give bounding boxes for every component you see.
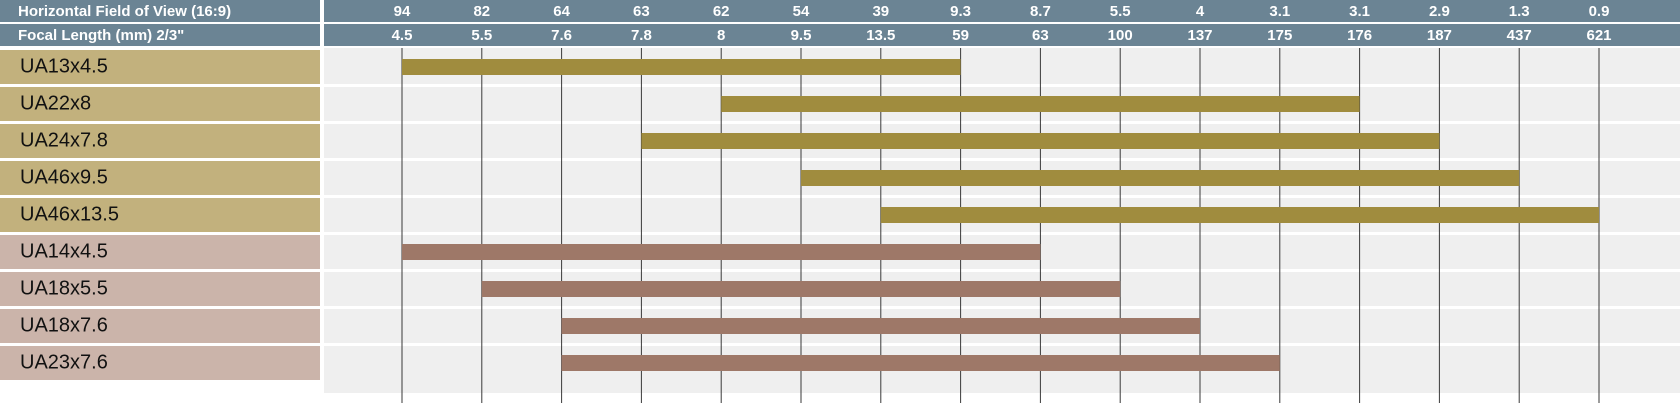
tick-label: 1.3 (1509, 3, 1530, 20)
row-separator (324, 195, 1680, 198)
lens-label-cell (0, 309, 320, 343)
range-bar (402, 59, 961, 75)
lens-label-cell (0, 161, 320, 195)
lens-name: UA14x4.5 (20, 241, 108, 263)
lens-label-cell (0, 50, 320, 84)
lens-name: UA18x7.6 (20, 315, 108, 337)
header-label-cell (0, 0, 320, 22)
tick-label: 82 (473, 3, 490, 20)
header-row-label: Focal Length (mm) 2/3" (18, 27, 184, 44)
range-bar (561, 355, 1280, 371)
header-ticks-cell (324, 0, 1680, 22)
tick-label: 437 (1507, 27, 1532, 44)
row-separator (324, 269, 1680, 272)
lens-label-cell (0, 124, 320, 158)
row-separator (324, 84, 1680, 87)
tick-label: 5.5 (471, 27, 492, 44)
range-bar (402, 244, 1041, 260)
lens-name: UA13x4.5 (20, 56, 108, 78)
tick-label: 59 (952, 27, 969, 44)
row-separator (324, 343, 1680, 346)
lens-name: UA18x5.5 (20, 278, 108, 300)
tick-label: 64 (553, 3, 570, 20)
lens-name: UA46x13.5 (20, 204, 119, 226)
chart-header: Horizontal Field of View (16:9) 94 82 64 63 6… (0, 0, 1680, 46)
range-bar (801, 170, 1520, 186)
range-bars (402, 59, 1599, 371)
range-bar (481, 281, 1121, 297)
range-bar (641, 133, 1440, 149)
lens-label-cell (0, 346, 320, 380)
range-bar (561, 318, 1200, 334)
lens-labels: UA13x4.5 UA22x8 UA24x7.8 UA46x9.5 UA46x13.5 U… (0, 50, 320, 380)
lens-name: UA46x9.5 (20, 167, 108, 189)
lens-name: UA22x8 (20, 93, 91, 115)
range-bar (880, 207, 1599, 223)
row-separator (324, 232, 1680, 235)
tick-label: 9.3 (950, 3, 971, 20)
tick-label: 100 (1108, 27, 1133, 44)
row-separator (324, 306, 1680, 309)
lens-label-cell (0, 87, 320, 121)
lens-label-cell (0, 272, 320, 306)
tick-label: 0.9 (1589, 3, 1610, 20)
row-separator (324, 121, 1680, 124)
tick-label: 4 (1196, 3, 1205, 20)
tick-label: 54 (793, 3, 810, 20)
tick-label: 7.6 (551, 27, 572, 44)
tick-label: 175 (1267, 27, 1292, 44)
tick-label: 13.5 (866, 27, 895, 44)
tick-label: 7.8 (631, 27, 652, 44)
tick-label: 4.5 (392, 27, 413, 44)
lens-name: UA23x7.6 (20, 352, 108, 374)
row-separator (324, 158, 1680, 161)
tick-label: 8 (717, 27, 725, 44)
header-ticks-cell (324, 24, 1680, 46)
tick-label: 8.7 (1030, 3, 1051, 20)
tick-label: 5.5 (1110, 3, 1131, 20)
lens-name: UA24x7.8 (20, 130, 108, 152)
tick-label: 3.1 (1269, 3, 1290, 20)
tick-label: 137 (1187, 27, 1212, 44)
chart-gridlines (401, 48, 1600, 403)
range-bar (721, 96, 1360, 112)
header-label-cell (0, 24, 320, 46)
tick-label: 187 (1427, 27, 1452, 44)
tick-label: 39 (872, 3, 889, 20)
tick-label: 63 (1032, 27, 1049, 44)
lens-label-cell (0, 198, 320, 232)
header-row-label: Horizontal Field of View (16:9) (18, 3, 231, 20)
tick-label: 176 (1347, 27, 1372, 44)
tick-label: 94 (394, 3, 411, 20)
tick-label: 9.5 (791, 27, 812, 44)
tick-label: 63 (633, 3, 650, 20)
lens-label-cell (0, 235, 320, 269)
tick-label: 62 (713, 3, 730, 20)
tick-label: 2.9 (1429, 3, 1450, 20)
tick-label: 3.1 (1349, 3, 1370, 20)
tick-label: 621 (1586, 27, 1611, 44)
